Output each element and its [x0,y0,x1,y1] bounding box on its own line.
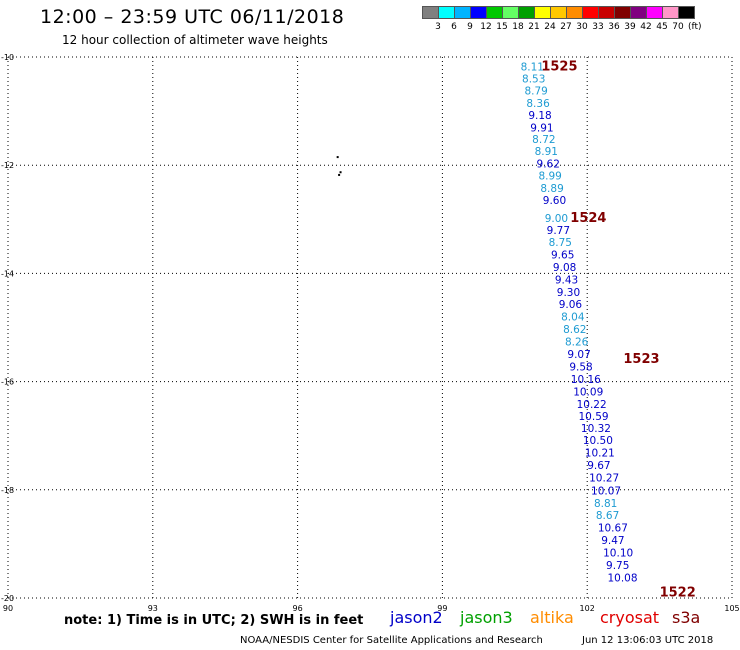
page-subtitle: 12 hour collection of altimeter wave hei… [62,33,328,47]
pass-label: 1523 [623,352,659,367]
colorbar-label: 42 [640,22,652,32]
page-title: 12:00 – 23:59 UTC 06/11/2018 [40,6,345,28]
wave-height-value: 8.62 [563,324,586,336]
wave-height-value: 8.67 [596,510,619,522]
colorbar-swatch [678,6,695,19]
wave-height-value: 8.72 [532,134,555,146]
footer-credit: NOAA/NESDIS Center for Satellite Applica… [240,635,543,646]
wave-height-value: 10.16 [571,374,601,386]
wave-height-value: 8.99 [538,170,561,182]
pass-label: 1525 [541,60,577,75]
lat-tick-label: -10 [1,53,14,62]
wave-height-value: 10.08 [607,572,637,584]
pass-label: 1522 [660,586,696,601]
wave-height-value: 10.59 [579,411,609,423]
legend-s3a: s3a [672,608,701,627]
legend-cryosat: cryosat [600,608,660,627]
colorbar-label: 18 [512,22,524,32]
lon-tick-label: 105 [724,604,739,613]
colorbar-label: 24 [544,22,556,32]
wave-height-value: 9.77 [547,225,570,237]
wave-height-value: 8.36 [526,98,550,110]
legend-jason3: jason3 [460,608,513,627]
lon-tick-label: 96 [293,604,303,613]
wave-height-value: 10.32 [581,423,611,435]
wave-height-value: 9.47 [601,535,624,547]
lon-tick-label: 93 [148,604,158,613]
colorbar [422,6,695,19]
colorbar-label: 15 [496,22,508,32]
wave-height-value: 10.10 [603,548,633,560]
colorbar-label: 9 [467,22,473,32]
colorbar-label: 30 [576,22,588,32]
wave-height-value: 8.26 [565,337,589,349]
wave-height-value: 9.60 [543,195,566,207]
lat-tick-label: -18 [1,486,14,495]
lat-tick-label: -14 [1,269,14,278]
wave-height-value: 9.18 [528,110,551,122]
island-marker [338,173,341,176]
wave-height-value: 8.91 [535,146,558,158]
lat-tick-label: -12 [1,161,14,170]
lon-tick-label: 99 [437,604,447,613]
colorbar-label: 3 [435,22,441,32]
wave-height-value: 9.43 [555,274,578,286]
wave-height-value: 10.27 [589,472,619,484]
wave-height-value: 10.09 [573,386,603,398]
wave-height-value: 9.62 [537,159,560,171]
wave-height-value: 9.06 [559,299,583,311]
colorbar-label: 36 [608,22,620,32]
footer-timestamp: Jun 12 13:06:03 UTC 2018 [582,635,714,646]
wave-height-value: 9.58 [569,361,592,373]
colorbar-label: 21 [528,22,540,32]
wave-height-value: 9.07 [567,349,590,361]
wave-height-value: 10.21 [585,447,615,459]
wave-height-value: 9.91 [530,122,553,134]
pass-label: 1524 [570,211,606,226]
colorbar-label: 12 [480,22,492,32]
wave-height-value: 9.67 [587,460,610,472]
wave-height-value: 8.75 [549,237,572,249]
wave-height-value: 8.79 [524,86,547,98]
wave-height-value: 8.89 [540,183,563,195]
wave-height-value: 9.30 [557,287,580,299]
wave-height-value: 9.00 [545,213,568,225]
lon-tick-label: 102 [580,604,595,613]
wave-height-value: 10.67 [598,523,628,535]
colorbar-label: 70 [672,22,684,32]
wave-height-value: 9.75 [606,560,629,572]
colorbar-label: 45 [656,22,668,32]
wave-height-value: 10.50 [583,435,613,447]
lat-tick-label: -16 [1,378,14,387]
lat-tick-label: -20 [1,594,14,603]
legend-jason2: jason2 [390,608,443,627]
colorbar-label: 39 [624,22,636,32]
wave-height-value: 8.53 [522,74,545,86]
island-marker [336,156,339,159]
colorbar-label: 6 [451,22,457,32]
wave-height-value: 8.11 [521,62,544,74]
colorbar-label: 33 [592,22,604,32]
wave-height-value: 10.07 [591,485,621,497]
island-marker [339,171,342,174]
legend-altika: altika [530,608,574,627]
wave-height-value: 9.08 [553,262,576,274]
colorbar-unit: (ft) [688,22,702,32]
legend-note: note: 1) Time is in UTC; 2) SWH is in fe… [64,613,364,628]
wave-height-value: 10.22 [577,399,607,411]
wave-height-value: 9.65 [551,249,574,261]
wave-height-value: 8.04 [561,312,585,324]
lon-tick-label: 90 [3,604,13,613]
colorbar-label: 27 [560,22,572,32]
wave-height-value: 8.81 [594,498,617,510]
